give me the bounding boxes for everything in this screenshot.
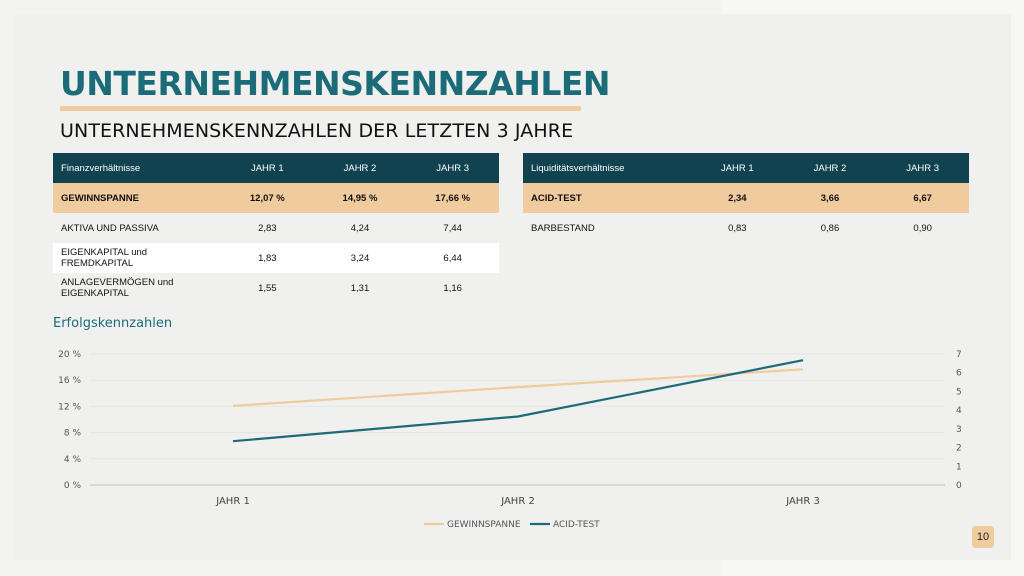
cell-value: 1,55 bbox=[221, 273, 314, 303]
cell-value: 0,90 bbox=[876, 213, 969, 243]
cell-value: 0,83 bbox=[691, 213, 784, 243]
y-right-tick-label: 6 bbox=[956, 369, 962, 379]
header-year-3: JAHR 3 bbox=[876, 153, 969, 183]
y-left-tick-label: 8 % bbox=[64, 429, 82, 439]
table-row: ANLAGEVERMÖGEN und EIGENKAPITAL 1,55 1,3… bbox=[53, 273, 499, 303]
cell-value: 0,86 bbox=[783, 213, 877, 243]
cell-value: 7,44 bbox=[406, 213, 499, 243]
header-year-1: JAHR 1 bbox=[691, 153, 784, 183]
table-row: AKTIVA UND PASSIVA 2,83 4,24 7,44 bbox=[53, 213, 499, 243]
cell-value: 3,24 bbox=[313, 243, 407, 273]
row-label: ACID-TEST bbox=[523, 183, 691, 213]
cell-value: 1,83 bbox=[221, 243, 314, 273]
x-tick-label: JAHR 3 bbox=[785, 496, 820, 507]
title-underline bbox=[60, 106, 581, 111]
cell-value: 1,16 bbox=[406, 273, 499, 303]
legend-label: ACID-TEST bbox=[553, 520, 600, 530]
header-financial-ratios: Finanzverhältnisse bbox=[53, 153, 221, 183]
cell-value: 17,66 % bbox=[406, 183, 499, 213]
table-header-row: Finanzverhältnisse JAHR 1 JAHR 2 JAHR 3 bbox=[53, 153, 499, 183]
table-header-row: Liquiditätsverhältnisse JAHR 1 JAHR 2 JA… bbox=[523, 153, 969, 183]
row-label: ANLAGEVERMÖGEN und EIGENKAPITAL bbox=[53, 273, 221, 303]
cell-value: 6,67 bbox=[876, 183, 969, 213]
y-right-tick-label: 1 bbox=[956, 462, 962, 472]
cell-value: 2,83 bbox=[221, 213, 314, 243]
y-right-tick-label: 2 bbox=[956, 444, 962, 454]
cell-value: 2,34 bbox=[691, 183, 784, 213]
cell-value: 14,95 % bbox=[313, 183, 407, 213]
cell-value: 12,07 % bbox=[221, 183, 314, 213]
y-left-tick-label: 20 % bbox=[58, 350, 81, 360]
series-line-acid-test bbox=[232, 359, 804, 443]
header-year-3: JAHR 3 bbox=[406, 153, 499, 183]
slide-title: UNTERNEHMENSKENNZAHLEN bbox=[60, 64, 611, 103]
cell-value: 4,24 bbox=[313, 213, 407, 243]
y-right-tick-label: 3 bbox=[956, 425, 962, 435]
financial-ratios-table: Finanzverhältnisse JAHR 1 JAHR 2 JAHR 3 … bbox=[53, 153, 499, 303]
y-left-tick-label: 4 % bbox=[64, 455, 82, 465]
row-label: BARBESTAND bbox=[523, 213, 691, 243]
y-left-tick-label: 16 % bbox=[58, 376, 81, 386]
y-right-tick-label: 5 bbox=[956, 387, 962, 397]
row-label: AKTIVA UND PASSIVA bbox=[53, 213, 221, 243]
cell-value: 6,44 bbox=[406, 243, 499, 273]
header-year-2: JAHR 2 bbox=[783, 153, 877, 183]
table-row: GEWINNSPANNE 12,07 % 14,95 % 17,66 % bbox=[53, 183, 499, 213]
table-row: BARBESTAND 0,83 0,86 0,90 bbox=[523, 213, 969, 243]
x-tick-label: JAHR 1 bbox=[215, 496, 250, 507]
header-year-2: JAHR 2 bbox=[313, 153, 407, 183]
table-row: EIGENKAPITAL und FREMDKAPITAL 1,83 3,24 … bbox=[53, 243, 499, 273]
y-left-tick-label: 0 % bbox=[64, 481, 82, 491]
series-line-gewinnspanne bbox=[232, 368, 804, 407]
liquidity-ratios-table: Liquiditätsverhältnisse JAHR 1 JAHR 2 JA… bbox=[523, 153, 969, 243]
row-label: GEWINNSPANNE bbox=[53, 183, 221, 213]
x-tick-label: JAHR 2 bbox=[500, 496, 535, 507]
row-label: EIGENKAPITAL und FREMDKAPITAL bbox=[53, 243, 221, 273]
cell-value: 1,31 bbox=[313, 273, 407, 303]
table-row: ACID-TEST 2,34 3,66 6,67 bbox=[523, 183, 969, 213]
slide-subtitle: UNTERNEHMENSKENNZAHLEN DER LETZTEN 3 JAH… bbox=[60, 120, 574, 142]
cell-value: 3,66 bbox=[783, 183, 877, 213]
header-year-1: JAHR 1 bbox=[221, 153, 314, 183]
header-liquidity-ratios: Liquiditätsverhältnisse bbox=[523, 153, 691, 183]
y-right-tick-label: 4 bbox=[956, 406, 962, 416]
legend-label: GEWINNSPANNE bbox=[447, 520, 521, 530]
chart-title: Erfolgskennzahlen bbox=[53, 316, 173, 331]
page-number-badge: 10 bbox=[972, 526, 994, 548]
y-right-tick-label: 0 bbox=[956, 481, 962, 491]
y-right-tick-label: 7 bbox=[956, 350, 962, 360]
y-left-tick-label: 12 % bbox=[58, 402, 81, 412]
